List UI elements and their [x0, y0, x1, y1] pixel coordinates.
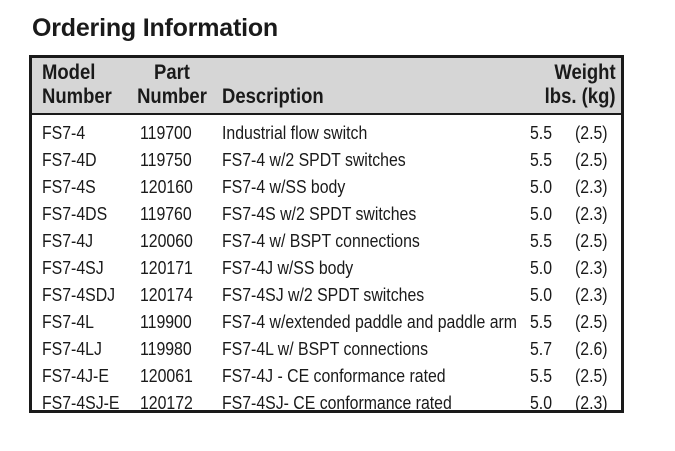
table-row: FS7-4DS 119760 FS7-4S w/2 SPDT switches 5.0… — [32, 201, 621, 228]
table-row: FS7-4SJ-E 120172 FS7-4SJ- CE conformance r… — [32, 390, 621, 417]
table-row: FS7-4L 119900 FS7-4 w/extended paddle and … — [32, 309, 621, 336]
ordering-table: Model Number Part Number Description Wei… — [29, 55, 624, 413]
weight-lbs-cell: 5.0 — [530, 177, 553, 197]
weight-kg-cell: (2.3) — [575, 204, 608, 224]
part-number-cell: 120160 — [140, 177, 193, 197]
part-number-cell: 119700 — [140, 123, 192, 143]
weight-kg-cell: (2.3) — [575, 258, 608, 278]
weight-kg-cell: (2.5) — [575, 312, 608, 332]
header-weight-line2: lbs. (kg) — [545, 85, 616, 108]
part-number-cell: 119750 — [140, 150, 192, 170]
model-number-cell: FS7-4LJ — [42, 339, 102, 359]
weight-lbs-cell: 5.5 — [530, 312, 553, 332]
header-model-line1: Model — [42, 61, 96, 84]
header-divider — [32, 113, 621, 115]
part-number-cell: 119900 — [140, 312, 192, 332]
description-cell: FS7-4J - CE conformance rated — [222, 366, 446, 386]
model-number-cell: FS7-4SJ — [42, 258, 104, 278]
weight-kg-cell: (2.3) — [575, 393, 608, 413]
weight-kg-cell: (2.5) — [575, 123, 608, 143]
table-row: FS7-4SDJ 120174 FS7-4SJ w/2 SPDT switches 5… — [32, 282, 621, 309]
model-number-cell: FS7-4J — [42, 231, 94, 251]
description-cell: FS7-4SJ w/2 SPDT switches — [222, 285, 425, 305]
page-title: Ordering Information — [32, 14, 279, 42]
description-cell: FS7-4 w/ BSPT connections — [222, 231, 420, 251]
header-weight-line1: Weight — [554, 61, 616, 84]
weight-lbs-cell: 5.0 — [530, 393, 553, 413]
header-part-line2: Number — [137, 85, 207, 108]
part-number-cell: 120171 — [140, 258, 193, 278]
header-part-line1: Part — [154, 61, 190, 84]
model-number-cell: FS7-4D — [42, 150, 97, 170]
model-number-cell: FS7-4SDJ — [42, 285, 116, 305]
description-cell: Industrial flow switch — [222, 123, 368, 143]
part-number-cell: 119980 — [140, 339, 192, 359]
description-cell: FS7-4S w/2 SPDT switches — [222, 204, 417, 224]
weight-lbs-cell: 5.5 — [530, 366, 553, 386]
description-cell: FS7-4J w/SS body — [222, 258, 354, 278]
weight-kg-cell: (2.5) — [575, 366, 608, 386]
weight-lbs-cell: 5.0 — [530, 204, 553, 224]
weight-lbs-cell: 5.0 — [530, 285, 553, 305]
table-row: FS7-4S 120160 FS7-4 w/SS body 5.0 (2.3) — [32, 174, 621, 201]
table-row: FS7-4SJ 120171 FS7-4J w/SS body 5.0 (2.3) — [32, 255, 621, 282]
part-number-cell: 120172 — [140, 393, 193, 413]
table-row: FS7-4J 120060 FS7-4 w/ BSPT connections 5.5… — [32, 228, 621, 255]
table-row: FS7-4D 119750 FS7-4 w/2 SPDT switches 5.5 (2… — [32, 147, 621, 174]
description-cell: FS7-4 w/extended paddle and paddle arm — [222, 312, 518, 332]
weight-lbs-cell: 5.5 — [530, 123, 553, 143]
description-cell: FS7-4 w/SS body — [222, 177, 346, 197]
model-number-cell: FS7-4DS — [42, 204, 108, 224]
weight-kg-cell: (2.6) — [575, 339, 608, 359]
weight-lbs-cell: 5.5 — [530, 231, 553, 251]
model-number-cell: FS7-4S — [42, 177, 96, 197]
table-header: Model Number Part Number Description Wei… — [32, 58, 621, 113]
table-body: FS7-4 119700 Industrial flow switch 5.5 (2.5… — [32, 120, 621, 417]
description-cell: FS7-4L w/ BSPT connections — [222, 339, 429, 359]
table-row: FS7-4 119700 Industrial flow switch 5.5 (2.5… — [32, 120, 621, 147]
part-number-cell: 119760 — [140, 204, 192, 224]
weight-lbs-cell: 5.7 — [530, 339, 553, 359]
table-row: FS7-4LJ 119980 FS7-4L w/ BSPT connections 5… — [32, 336, 621, 363]
part-number-cell: 120061 — [140, 366, 193, 386]
weight-lbs-cell: 5.5 — [530, 150, 553, 170]
weight-kg-cell: (2.5) — [575, 150, 608, 170]
weight-kg-cell: (2.3) — [575, 177, 608, 197]
header-description: Description — [222, 85, 324, 108]
table-row: FS7-4J-E 120061 FS7-4J - CE conformance ra… — [32, 363, 621, 390]
description-cell: FS7-4 w/2 SPDT switches — [222, 150, 406, 170]
weight-kg-cell: (2.3) — [575, 285, 608, 305]
model-number-cell: FS7-4 — [42, 123, 86, 143]
model-number-cell: FS7-4L — [42, 312, 94, 332]
part-number-cell: 120174 — [140, 285, 193, 305]
model-number-cell: FS7-4SJ-E — [42, 393, 120, 413]
description-cell: FS7-4SJ- CE conformance rated — [222, 393, 452, 413]
weight-lbs-cell: 5.0 — [530, 258, 553, 278]
header-model-line2: Number — [42, 85, 112, 108]
weight-kg-cell: (2.5) — [575, 231, 608, 251]
model-number-cell: FS7-4J-E — [42, 366, 109, 386]
part-number-cell: 120060 — [140, 231, 193, 251]
